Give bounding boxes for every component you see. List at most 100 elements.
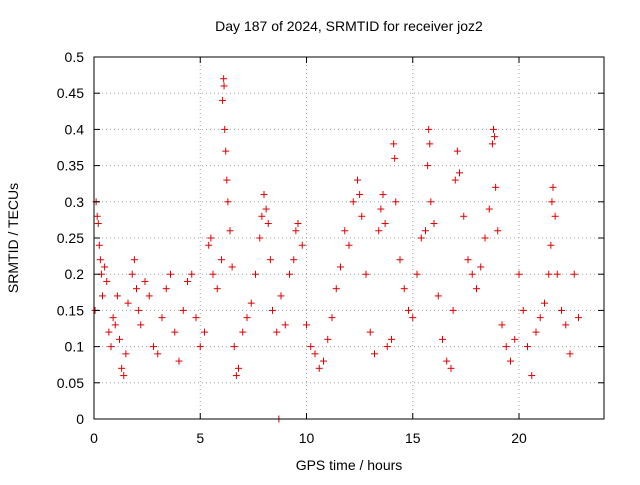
x-tick-label: 15 bbox=[405, 430, 421, 446]
data-point bbox=[328, 314, 336, 322]
data-point bbox=[184, 277, 191, 285]
data-point bbox=[192, 314, 200, 322]
data-point bbox=[356, 191, 364, 199]
data-point bbox=[468, 270, 476, 278]
data-point bbox=[120, 372, 128, 380]
data-point bbox=[218, 256, 225, 264]
y-tick-label: 0 bbox=[76, 411, 84, 427]
data-point bbox=[443, 357, 451, 365]
data-point bbox=[226, 227, 234, 235]
data-point bbox=[337, 263, 344, 271]
data-point bbox=[162, 285, 170, 293]
data-point bbox=[460, 212, 468, 220]
data-point bbox=[390, 140, 398, 148]
data-point bbox=[379, 191, 387, 199]
data-point bbox=[105, 328, 113, 336]
data-point bbox=[553, 270, 561, 278]
data-point bbox=[400, 285, 408, 293]
data-point bbox=[109, 314, 117, 322]
data-point bbox=[532, 328, 540, 336]
data-point bbox=[171, 328, 179, 336]
data-point bbox=[273, 328, 281, 336]
data-point bbox=[315, 364, 323, 372]
data-point bbox=[381, 220, 389, 228]
data-point bbox=[426, 140, 434, 148]
data-point bbox=[453, 147, 461, 155]
y-tick-label: 0.25 bbox=[57, 230, 84, 246]
data-point bbox=[258, 212, 266, 220]
x-tick-label: 20 bbox=[511, 430, 527, 446]
data-point bbox=[94, 220, 102, 228]
y-axis-label: SRMTID / TECUs bbox=[5, 183, 21, 293]
data-point bbox=[427, 198, 435, 206]
data-point bbox=[566, 350, 574, 358]
data-point bbox=[222, 147, 230, 155]
data-point bbox=[281, 321, 289, 329]
y-tick-label: 0.2 bbox=[65, 266, 85, 282]
data-point bbox=[570, 270, 578, 278]
y-tick-label: 0.35 bbox=[57, 158, 84, 174]
data-point bbox=[413, 270, 421, 278]
data-point bbox=[519, 306, 527, 314]
data-point bbox=[252, 270, 259, 278]
data-point bbox=[99, 292, 106, 300]
data-point bbox=[311, 350, 319, 358]
data-point bbox=[547, 241, 555, 249]
data-point bbox=[223, 176, 231, 184]
y-tick-label: 0.4 bbox=[65, 121, 85, 137]
data-point bbox=[434, 292, 442, 300]
data-point bbox=[388, 335, 395, 343]
x-tick-label: 10 bbox=[299, 430, 315, 446]
data-point bbox=[266, 256, 274, 264]
data-point bbox=[481, 234, 489, 242]
data-point bbox=[405, 306, 412, 314]
data-point bbox=[107, 343, 115, 351]
data-point bbox=[507, 357, 514, 365]
data-point bbox=[277, 292, 285, 300]
y-tick-label: 0.05 bbox=[57, 375, 84, 391]
data-point bbox=[349, 198, 357, 206]
data-point bbox=[324, 335, 332, 343]
data-point bbox=[498, 321, 506, 329]
data-point bbox=[449, 306, 457, 314]
data-point bbox=[439, 335, 446, 343]
data-point bbox=[221, 125, 229, 133]
data-point bbox=[562, 321, 570, 329]
data-point bbox=[447, 364, 455, 372]
data-point bbox=[575, 314, 582, 322]
data-point bbox=[213, 285, 221, 293]
data-point bbox=[269, 306, 276, 314]
data-point bbox=[262, 205, 270, 213]
data-point bbox=[128, 270, 136, 278]
data-point bbox=[158, 314, 166, 322]
data-point bbox=[515, 270, 523, 278]
data-point bbox=[473, 285, 480, 293]
data-point bbox=[228, 263, 236, 271]
ticks-layer: 0 0.05 0.1 0.15 0.2 0.25 0.3 0.35 0.4 0.45 0.5 0 5 10… bbox=[57, 49, 604, 446]
data-point bbox=[524, 343, 531, 351]
data-point bbox=[175, 357, 183, 365]
data-point bbox=[232, 372, 240, 380]
data-point bbox=[286, 270, 293, 278]
data-point bbox=[375, 227, 383, 235]
data-point bbox=[366, 328, 374, 336]
x-axis-label: GPS time / hours bbox=[296, 457, 403, 473]
data-point bbox=[235, 364, 242, 372]
data-point bbox=[150, 343, 157, 351]
data-point bbox=[332, 285, 340, 293]
x-tick-label: 0 bbox=[90, 430, 98, 446]
y-tick-label: 0.15 bbox=[57, 302, 84, 318]
data-point bbox=[264, 220, 272, 228]
data-point bbox=[201, 328, 208, 336]
data-point bbox=[502, 343, 510, 351]
data-point bbox=[392, 198, 400, 206]
data-point bbox=[391, 154, 399, 162]
data-point bbox=[205, 241, 213, 249]
y-tick-label: 0.45 bbox=[57, 85, 84, 101]
data-point bbox=[422, 227, 429, 235]
data-point bbox=[230, 343, 238, 351]
data-point bbox=[320, 357, 327, 365]
